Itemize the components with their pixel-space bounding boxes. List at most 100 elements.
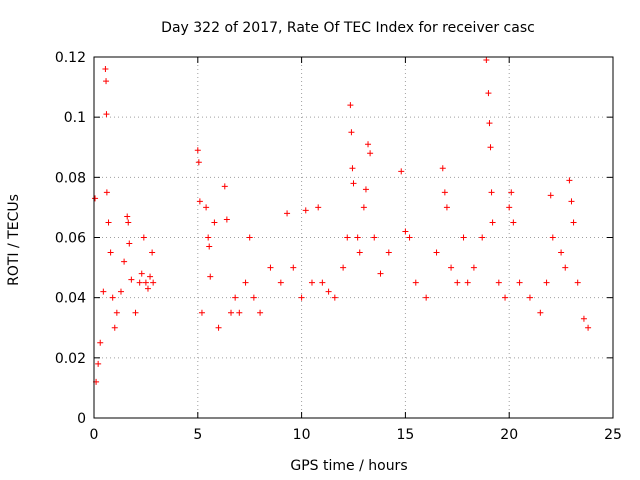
data-point	[92, 195, 99, 202]
data-point	[526, 294, 533, 301]
data-point	[221, 183, 228, 190]
data-point	[502, 294, 509, 301]
data-point	[325, 288, 332, 295]
data-point	[144, 285, 151, 292]
y-tick-label: 0.04	[55, 291, 86, 307]
data-point	[558, 249, 565, 256]
y-axis-label: ROTI / TECUs	[6, 194, 22, 286]
data-point	[117, 288, 124, 295]
data-point	[290, 264, 297, 271]
data-point	[105, 219, 112, 226]
chart-title: Day 322 of 2017, Rate Of TEC Index for r…	[161, 20, 535, 36]
x-axis-label: GPS time / hours	[290, 458, 407, 474]
data-point	[95, 360, 102, 367]
data-point	[126, 240, 133, 247]
data-point	[574, 279, 581, 286]
data-point	[562, 264, 569, 271]
y-tick-label: 0	[77, 411, 86, 427]
data-point	[443, 204, 450, 211]
data-point	[566, 177, 573, 184]
data-point	[257, 309, 264, 316]
data-point	[367, 150, 374, 157]
data-point	[348, 129, 355, 136]
data-point	[460, 234, 467, 241]
data-point	[580, 315, 587, 322]
data-point	[250, 294, 257, 301]
data-point	[242, 279, 249, 286]
data-point	[485, 90, 492, 97]
data-point	[223, 216, 230, 223]
data-point	[350, 180, 357, 187]
data-point	[371, 234, 378, 241]
data-point	[203, 204, 210, 211]
data-point	[228, 309, 235, 316]
data-point	[125, 219, 132, 226]
data-point	[510, 219, 517, 226]
data-point	[302, 207, 309, 214]
data-point	[402, 228, 409, 235]
data-point	[549, 234, 556, 241]
data-point	[207, 273, 214, 280]
data-point	[103, 111, 110, 118]
data-point	[331, 294, 338, 301]
data-point	[516, 279, 523, 286]
data-point	[236, 309, 243, 316]
y-tick-label: 0.12	[55, 50, 86, 66]
data-point	[215, 324, 222, 331]
data-point	[483, 57, 490, 64]
data-point	[360, 204, 367, 211]
data-point	[365, 141, 372, 148]
data-point	[124, 213, 131, 220]
data-point	[319, 279, 326, 286]
data-point	[198, 309, 205, 316]
data-point	[406, 234, 413, 241]
data-point	[97, 339, 104, 346]
data-point	[211, 219, 218, 226]
data-point	[102, 66, 109, 73]
data-points	[92, 57, 592, 385]
data-point	[506, 204, 513, 211]
data-point	[441, 189, 448, 196]
data-point	[267, 264, 274, 271]
data-point	[103, 78, 110, 85]
data-point	[147, 273, 154, 280]
data-point	[149, 249, 156, 256]
data-point	[479, 234, 486, 241]
data-point	[547, 192, 554, 199]
y-tick-label: 0.02	[55, 351, 86, 367]
data-point	[439, 165, 446, 172]
data-point	[398, 168, 405, 175]
data-point	[489, 219, 496, 226]
data-point	[107, 249, 114, 256]
data-point	[100, 288, 107, 295]
x-tick-label: 20	[500, 427, 518, 443]
axis-ticks	[93, 56, 614, 419]
data-point	[423, 294, 430, 301]
x-tick-label: 0	[90, 427, 99, 443]
data-point	[128, 276, 135, 283]
data-point	[385, 249, 392, 256]
data-point	[315, 204, 322, 211]
data-point	[232, 294, 239, 301]
data-point	[205, 234, 212, 241]
data-point	[377, 270, 384, 277]
data-point	[142, 279, 149, 286]
plot-frame	[93, 56, 614, 419]
data-point	[284, 210, 291, 217]
data-point	[109, 294, 116, 301]
data-point	[298, 294, 305, 301]
x-tick-label: 15	[396, 427, 414, 443]
data-point	[150, 279, 157, 286]
data-point	[140, 234, 147, 241]
data-point	[543, 279, 550, 286]
data-point	[568, 198, 575, 205]
data-point	[136, 279, 143, 286]
data-point	[570, 219, 577, 226]
y-tick-label: 0.06	[55, 231, 86, 247]
data-point	[448, 264, 455, 271]
x-tick-labels: 0 5 10 15 20 25	[90, 427, 622, 443]
data-point	[585, 324, 592, 331]
data-point	[113, 309, 120, 316]
data-point	[470, 264, 477, 271]
data-point	[354, 234, 361, 241]
